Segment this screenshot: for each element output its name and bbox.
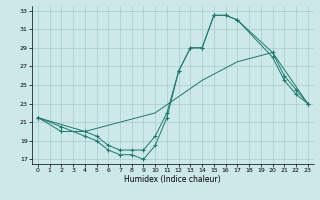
X-axis label: Humidex (Indice chaleur): Humidex (Indice chaleur) (124, 175, 221, 184)
